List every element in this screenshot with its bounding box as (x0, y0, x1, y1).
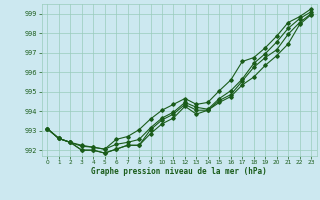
X-axis label: Graphe pression niveau de la mer (hPa): Graphe pression niveau de la mer (hPa) (91, 167, 267, 176)
